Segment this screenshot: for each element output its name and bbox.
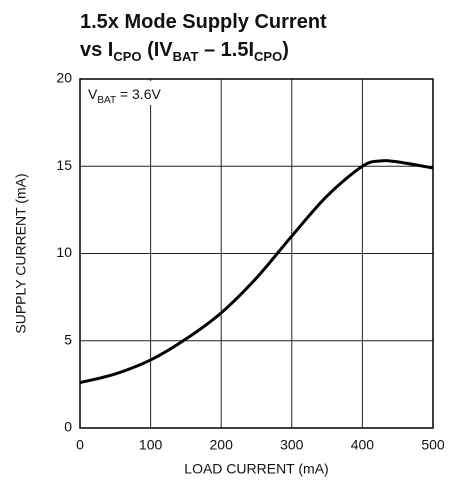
x-tick-label: 500 [421, 437, 445, 453]
title-subscript: CPO [254, 49, 282, 64]
annotation-subscript: BAT [97, 95, 116, 106]
x-tick-label: 0 [76, 437, 84, 453]
annotation: VBAT = 3.6V [88, 86, 161, 106]
y-tick-label: 20 [56, 70, 72, 86]
title-text: vs I [80, 39, 113, 61]
title-text: ) [282, 39, 289, 61]
x-tick-label: 300 [280, 437, 304, 453]
title-subscript: BAT [173, 49, 199, 64]
annotation-text: = 3.6V [116, 86, 161, 102]
data-line [79, 159, 434, 385]
title-text: (IV [142, 39, 174, 61]
y-axis-label: SUPPLY CURRENT (mA) [13, 173, 29, 333]
annotation-background [82, 81, 176, 105]
x-tick-label: 100 [139, 437, 163, 453]
y-tick-label: 5 [64, 331, 72, 347]
y-tick-label: 0 [64, 419, 72, 435]
chart-title: vs ICPO (IVBAT – 1.5ICPO) [80, 39, 289, 64]
plot-frame [79, 78, 434, 429]
title-text: 1.5x Mode Supply Current [80, 11, 327, 33]
x-tick-label: 200 [210, 437, 234, 453]
y-tick-label: 15 [56, 157, 72, 173]
annotation-text: V [88, 86, 98, 102]
chart-title: 1.5x Mode Supply Current [80, 11, 327, 33]
x-tick-label: 400 [351, 437, 375, 453]
y-tick-label: 10 [56, 244, 72, 260]
title-subscript: CPO [113, 49, 141, 64]
title-text: – 1.5I [198, 39, 254, 61]
x-axis-label: LOAD CURRENT (mA) [184, 461, 328, 477]
